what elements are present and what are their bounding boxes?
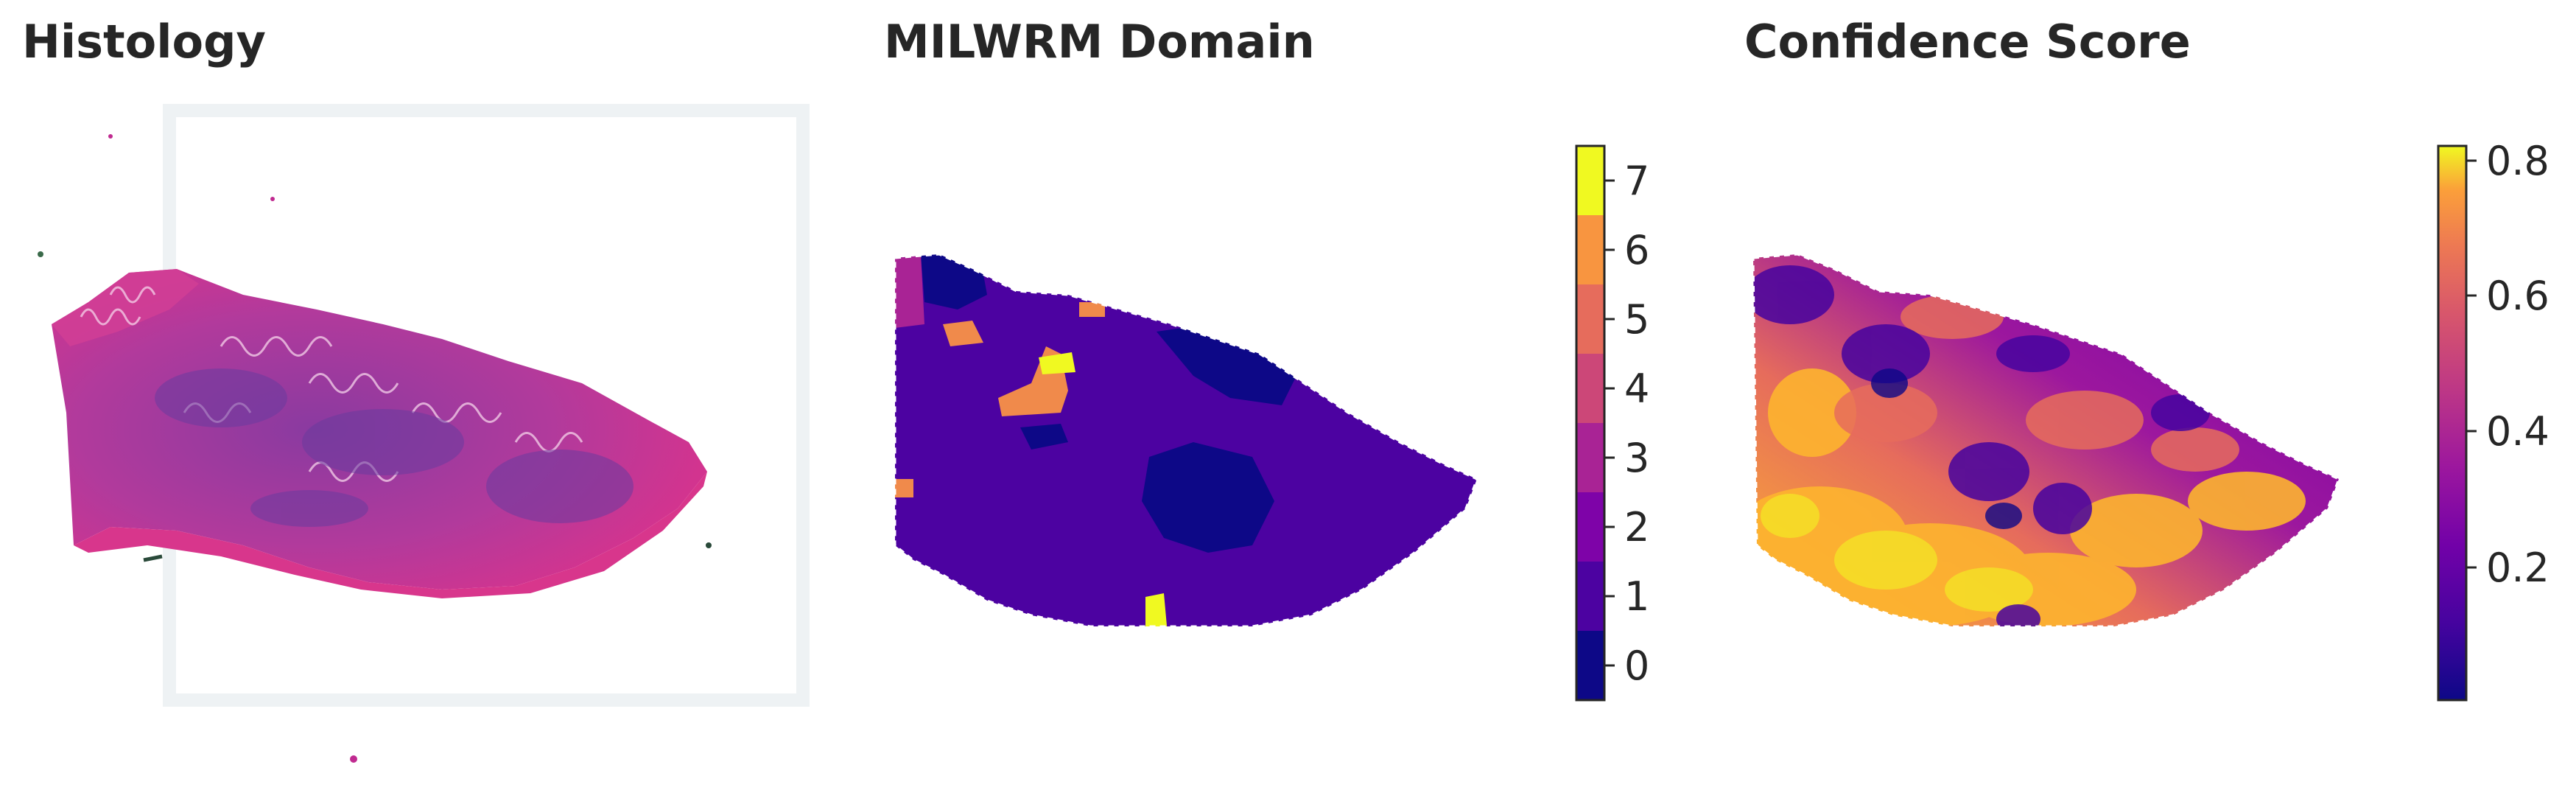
domain-tick-5: 5: [1624, 296, 1649, 343]
domain-tick-3: 3: [1624, 435, 1649, 481]
colorbar-segment-0: [1576, 631, 1604, 700]
colorbar-segment-4: [1576, 354, 1604, 423]
domain-map: [894, 253, 1478, 628]
confidence-colorbar: 0.2 0.4 0.6 0.8: [2437, 138, 2549, 702]
colorbar-segment-6: [1576, 215, 1604, 284]
domain-tick-1: 1: [1624, 573, 1649, 620]
domain-tick-6: 6: [1624, 227, 1649, 273]
colorbar-segment-7: [1576, 146, 1604, 215]
colorbar-segment-3: [1576, 423, 1604, 492]
confidence-title: Confidence Score: [1744, 15, 2191, 69]
histology-title: Histology: [22, 15, 266, 69]
confidence-tick-0-2: 0.2: [2486, 545, 2549, 591]
domain-tick-2: 2: [1624, 504, 1649, 550]
confidence-tick-0-8: 0.8: [2486, 138, 2549, 184]
domain-tick-4: 4: [1624, 366, 1649, 412]
colorbar-segment-2: [1576, 492, 1604, 562]
domain-tick-0: 0: [1624, 643, 1649, 689]
colorbar-segment-5: [1576, 284, 1604, 354]
domain-colorbar: 0 1 2 3 4 5 6 7: [1575, 144, 1649, 702]
confidence-map: [1752, 253, 2340, 628]
histology-image: [38, 104, 810, 763]
domain-tick-7: 7: [1624, 158, 1649, 204]
confidence-tick-0-4: 0.4: [2486, 408, 2549, 455]
domain-title: MILWRM Domain: [884, 15, 1315, 69]
confidence-tick-0-6: 0.6: [2486, 273, 2549, 319]
colorbar-segment-1: [1576, 562, 1604, 631]
